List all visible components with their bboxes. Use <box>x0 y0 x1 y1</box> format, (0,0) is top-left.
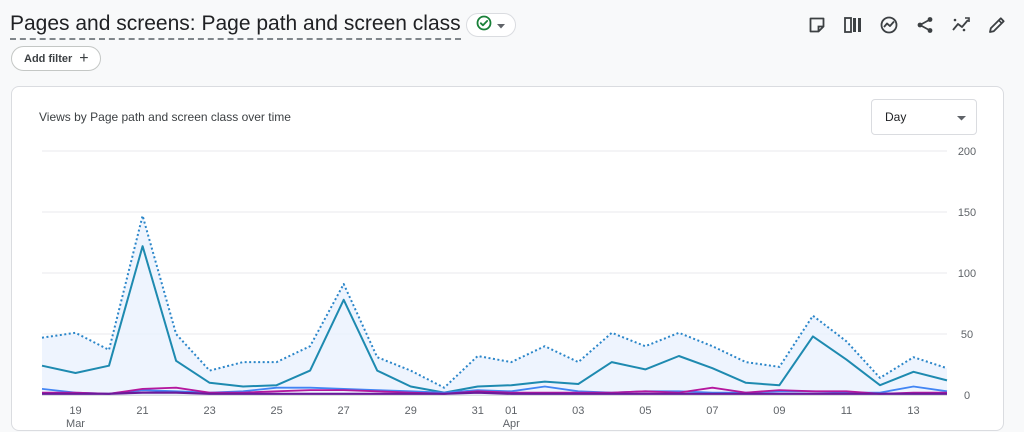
dropdown-arrow-icon <box>497 16 506 34</box>
x-tick-sublabel: Apr <box>503 418 520 430</box>
x-tick-label: 13 <box>907 405 919 417</box>
status-chip[interactable] <box>465 13 516 37</box>
y-tick-label: 50 <box>961 329 973 341</box>
y-tick-label: 100 <box>958 268 976 280</box>
y-tick-label: 200 <box>958 146 976 158</box>
x-tick-label: 05 <box>639 405 651 417</box>
period-select-value: Day <box>885 110 907 124</box>
add-filter-button[interactable]: Add filter + <box>11 46 101 71</box>
plus-icon: + <box>79 49 89 67</box>
x-tick-label: 07 <box>706 405 718 417</box>
x-tick-label: 25 <box>271 405 283 417</box>
x-tick-label: 11 <box>841 405 852 417</box>
x-tick-sublabel: Mar <box>66 418 85 430</box>
x-tick-label: 01 <box>505 405 517 417</box>
note-icon[interactable] <box>804 12 830 38</box>
check-circle-icon <box>476 15 492 36</box>
series-line-4 <box>42 391 947 395</box>
dropdown-arrow-icon <box>957 110 966 124</box>
chart-card: Views by Page path and screen class over… <box>11 86 1004 431</box>
x-tick-label: 03 <box>572 405 584 417</box>
x-tick-label: 29 <box>405 405 417 417</box>
x-tick-label: 21 <box>136 405 148 417</box>
x-tick-label: 31 <box>472 405 484 417</box>
add-filter-label: Add filter <box>24 52 73 65</box>
series-area <box>42 215 947 395</box>
page-title[interactable]: Pages and screens: Page path and screen … <box>10 11 461 40</box>
y-tick-label: 150 <box>958 207 976 219</box>
y-tick-label: 0 <box>964 390 970 402</box>
toolbar <box>804 12 1010 38</box>
share-icon[interactable] <box>912 12 938 38</box>
series-line-1 <box>41 245 948 394</box>
series-line-3 <box>42 386 947 395</box>
title-row: Pages and screens: Page path and screen … <box>10 10 516 40</box>
series-line-0 <box>41 214 948 389</box>
insights-icon[interactable] <box>876 12 902 38</box>
compare-icon[interactable] <box>840 12 866 38</box>
x-tick-label: 19 <box>69 405 81 417</box>
x-tick-label: 23 <box>203 405 215 417</box>
x-tick-label: 27 <box>338 405 350 417</box>
chart-title: Views by Page path and screen class over… <box>39 110 291 124</box>
period-select[interactable]: Day <box>871 99 977 135</box>
trend-icon[interactable] <box>948 12 974 38</box>
edit-icon[interactable] <box>984 12 1010 38</box>
x-tick-label: 09 <box>773 405 785 417</box>
